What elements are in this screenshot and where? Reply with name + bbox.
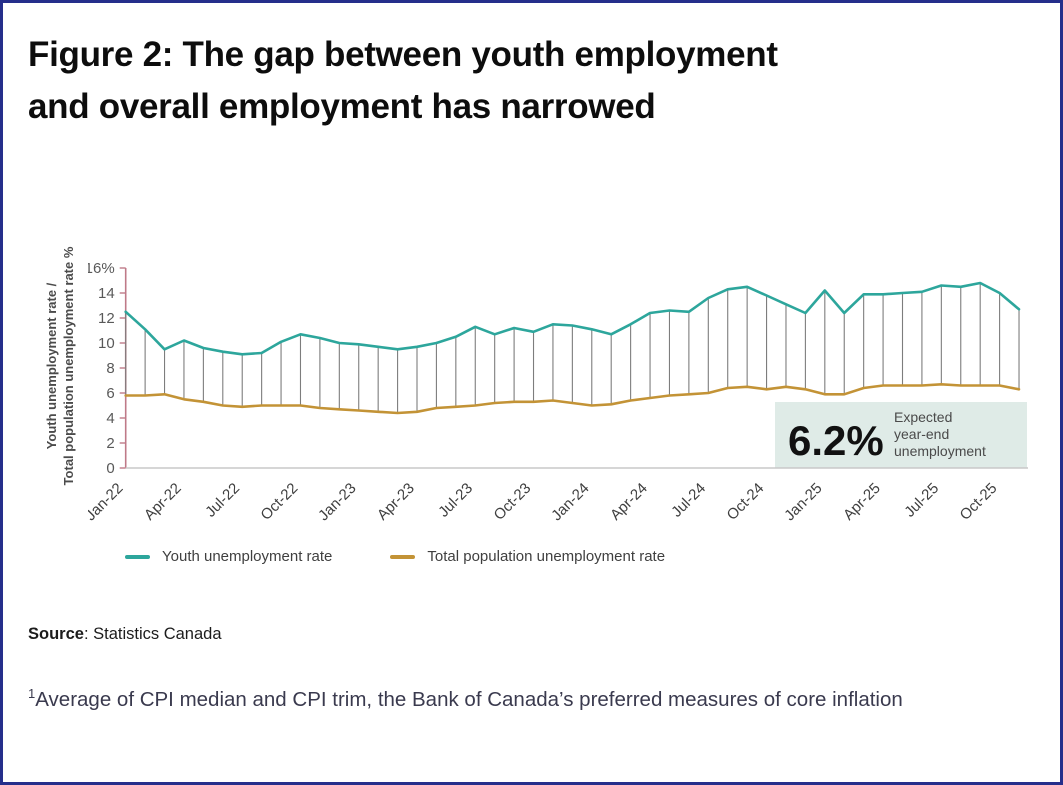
y-tick-label: 12 [98,310,115,327]
source-label: Source [28,625,84,643]
figure-title-line1: Figure 2: The gap between youth employme… [28,35,778,74]
x-tick-label: Oct-25 [957,480,1001,524]
y-axis-label-line1: Youth unemployment rate / [44,282,59,450]
annotation-label-line: Expected [894,409,952,425]
x-tick-label: Oct-22 [257,480,301,524]
x-tick-label: Jul-22 [202,480,243,521]
chart-legend: Youth unemployment rate Total population… [125,548,665,565]
legend-item-total: Total population unemployment rate [390,548,665,565]
x-tick-label: Jul-25 [901,480,942,521]
x-tick-label: Jul-23 [435,480,476,521]
footnote-superscript: 1 [28,686,36,701]
figure-title: Figure 2: The gap between youth employme… [28,29,1028,133]
youth-series-line [124,281,1021,356]
y-tick-label: 14 [98,285,115,302]
legend-label-total: Total population unemployment rate [427,548,666,565]
annotation-label-line: unemployment [894,443,986,459]
y-axis-label-line2: Total population unemployment rate % [61,246,76,486]
y-tick-label: 6 [106,385,114,402]
y-tick-label: 10 [98,335,115,352]
legend-item-youth: Youth unemployment rate [125,548,332,565]
source-line: Source: Statistics Canada [28,625,222,644]
y-tick-label: 2 [106,435,114,452]
y-tick-label: 16% [88,260,115,277]
annotation-value: 6.2% [788,417,884,464]
x-tick-label: Apr-23 [374,480,418,524]
annotation-box [775,402,1027,468]
total-series-line [124,383,1021,415]
y-axis-label: Youth unemployment rate / Total populati… [43,216,79,516]
x-tick-label: Apr-22 [141,480,185,524]
x-tick-label: Jan-22 [88,480,127,524]
x-tick-label: Apr-24 [607,480,651,524]
legend-label-youth: Youth unemployment rate [162,548,333,565]
annotation-label-line: year-end [894,426,949,442]
x-tick-label: Jan-24 [548,480,592,524]
y-tick-label: 4 [106,410,114,427]
y-tick-label: 0 [106,460,114,477]
total-line-swatch [390,554,416,559]
x-tick-label: Apr-25 [840,480,884,524]
x-tick-label: Oct-24 [724,480,768,524]
youth-line-swatch [125,554,150,559]
source-text: : Statistics Canada [83,625,222,643]
y-tick-label: 8 [106,360,114,377]
x-tick-label: Oct-23 [490,480,534,524]
figure-title-line2: and overall employment has narrowed [28,87,656,126]
footnote-text: Average of CPI median and CPI trim, the … [35,687,903,711]
x-tick-label: Jan-23 [315,480,359,524]
x-tick-label: Jan-25 [781,480,825,524]
footnote: 1Average of CPI median and CPI trim, the… [28,675,1040,719]
x-tick-label: Jul-24 [668,480,709,521]
